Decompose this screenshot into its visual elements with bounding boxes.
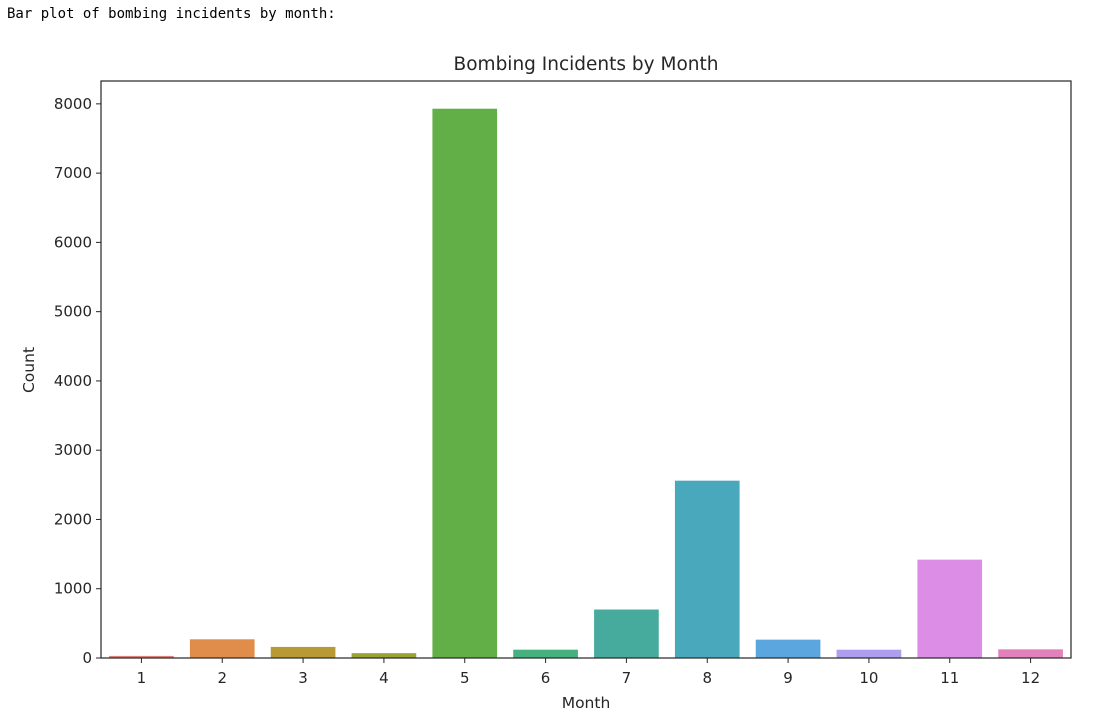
y-axis: 0 1000 2000 3000 4000 5000 6000 7000 8000	[54, 95, 101, 667]
bar-month-3	[270, 646, 336, 658]
bar-month-12	[998, 649, 1063, 658]
y-tick-label: 4000	[54, 372, 92, 390]
x-tick-label: 2	[217, 669, 227, 687]
x-tick-label: 12	[1021, 669, 1040, 687]
y-tick-label: 2000	[54, 510, 92, 528]
chart-title: Bombing Incidents by Month	[454, 54, 719, 75]
bar-month-7	[594, 609, 659, 658]
x-tick-label: 10	[859, 669, 878, 687]
y-tick-label: 6000	[54, 233, 92, 251]
plot-frame	[100, 80, 1072, 659]
x-tick-label: 7	[622, 669, 632, 687]
bar-month-4	[351, 653, 417, 658]
bar-month-2	[189, 639, 255, 658]
bar-month-9	[755, 639, 821, 658]
bar-month-1	[109, 655, 174, 658]
x-tick-label: 8	[702, 669, 712, 687]
y-tick-label: 5000	[54, 303, 92, 321]
output-text: Bar plot of bombing incidents by month:	[7, 6, 336, 22]
bar-month-6	[513, 649, 578, 658]
x-tick-label: 11	[940, 669, 959, 687]
x-tick-label: 9	[783, 669, 793, 687]
bar-month-10	[836, 649, 902, 658]
y-tick-label: 1000	[54, 580, 92, 598]
bar-month-5	[432, 108, 498, 658]
x-tick-label: 1	[137, 669, 147, 687]
y-tick-label: 0	[82, 649, 92, 667]
bar-month-11	[917, 559, 983, 658]
y-tick-label: 8000	[54, 95, 92, 113]
y-tick-label: 3000	[54, 441, 92, 459]
bars-group	[109, 108, 1063, 658]
x-axis: 1 2 3 4 5 6 7 8 9 10 11 12	[137, 658, 1040, 687]
x-tick-label: 5	[460, 669, 470, 687]
x-tick-label: 4	[379, 669, 389, 687]
y-axis-label: Count	[20, 347, 38, 393]
bar-month-8	[674, 480, 740, 658]
x-tick-label: 3	[298, 669, 308, 687]
y-tick-label: 7000	[54, 164, 92, 182]
x-tick-label: 6	[541, 669, 551, 687]
x-axis-label: Month	[562, 694, 611, 712]
